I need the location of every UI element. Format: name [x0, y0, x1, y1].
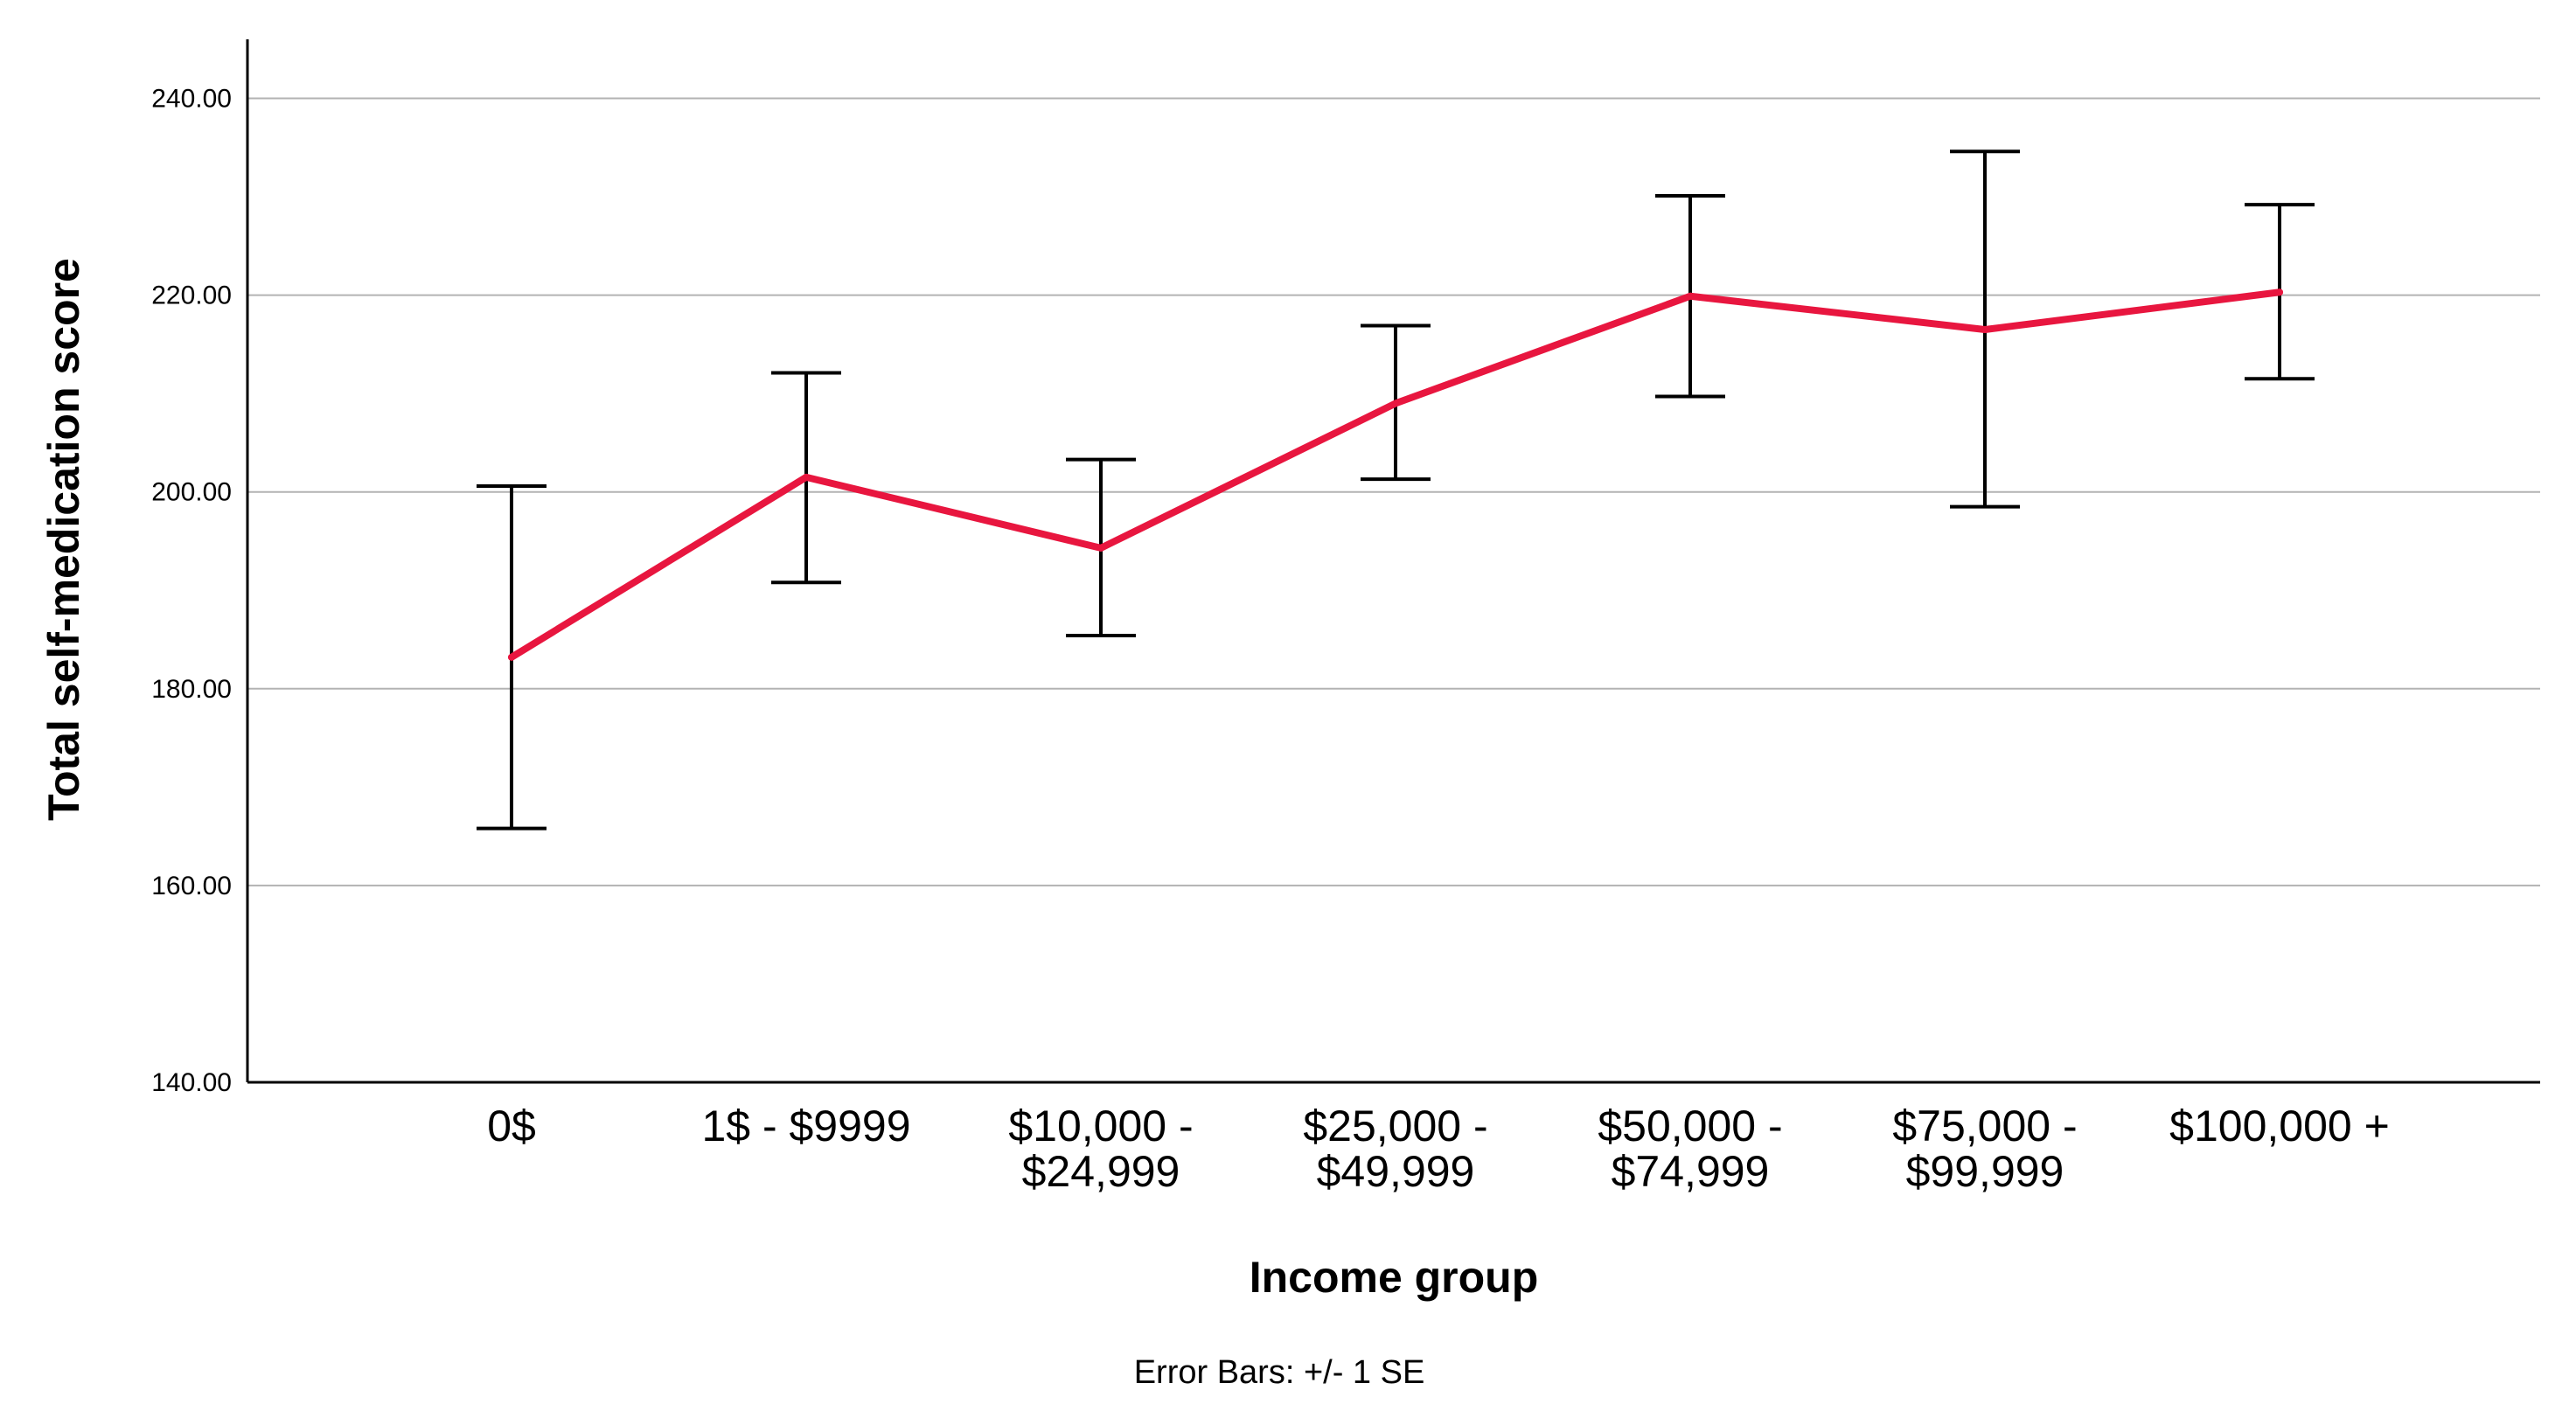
- gridlines: [247, 97, 2540, 886]
- x-tick-label: 0$: [487, 1102, 536, 1150]
- data-point: [803, 473, 810, 481]
- y-tick-label: 180.00: [151, 675, 232, 704]
- data-points: [508, 288, 2283, 661]
- y-tick-label: 140.00: [151, 1068, 232, 1097]
- x-tick-label: $100,000 +: [2169, 1102, 2390, 1150]
- data-point: [1392, 400, 1399, 407]
- y-tick-label: 220.00: [151, 282, 232, 310]
- x-tick-label: $25,000 -$49,999: [1303, 1102, 1487, 1196]
- y-tick-label: 200.00: [151, 478, 232, 507]
- data-point: [1097, 544, 1104, 552]
- x-axis-title: Income group: [1250, 1253, 1539, 1302]
- y-axis-title: Total self-medication score: [39, 258, 88, 821]
- axes: [246, 39, 2540, 1084]
- footnote: Error Bars: +/- 1 SE: [1134, 1354, 1425, 1391]
- x-tick-label: $50,000 -$74,999: [1598, 1102, 1782, 1196]
- data-point: [1981, 326, 1988, 334]
- y-tick-label: 160.00: [151, 872, 232, 900]
- x-tick-label: 1$ - $9999: [701, 1102, 910, 1150]
- y-tick-labels: 140.00 160.00 180.00 200.00 220.00 240.00: [151, 85, 232, 1097]
- x-tick-label: $10,000 -$24,999: [1008, 1102, 1193, 1196]
- error-bars: [477, 149, 2315, 831]
- data-point: [1687, 292, 1694, 300]
- y-tick-label: 240.00: [151, 85, 232, 114]
- x-tick-label: $75,000 -$99,999: [1892, 1102, 2077, 1196]
- x-tick-labels: 0$ 1$ - $9999 $10,000 -$24,999 $25,000 -$49…: [487, 1102, 2390, 1196]
- data-point: [2276, 288, 2283, 296]
- data-point: [508, 653, 515, 661]
